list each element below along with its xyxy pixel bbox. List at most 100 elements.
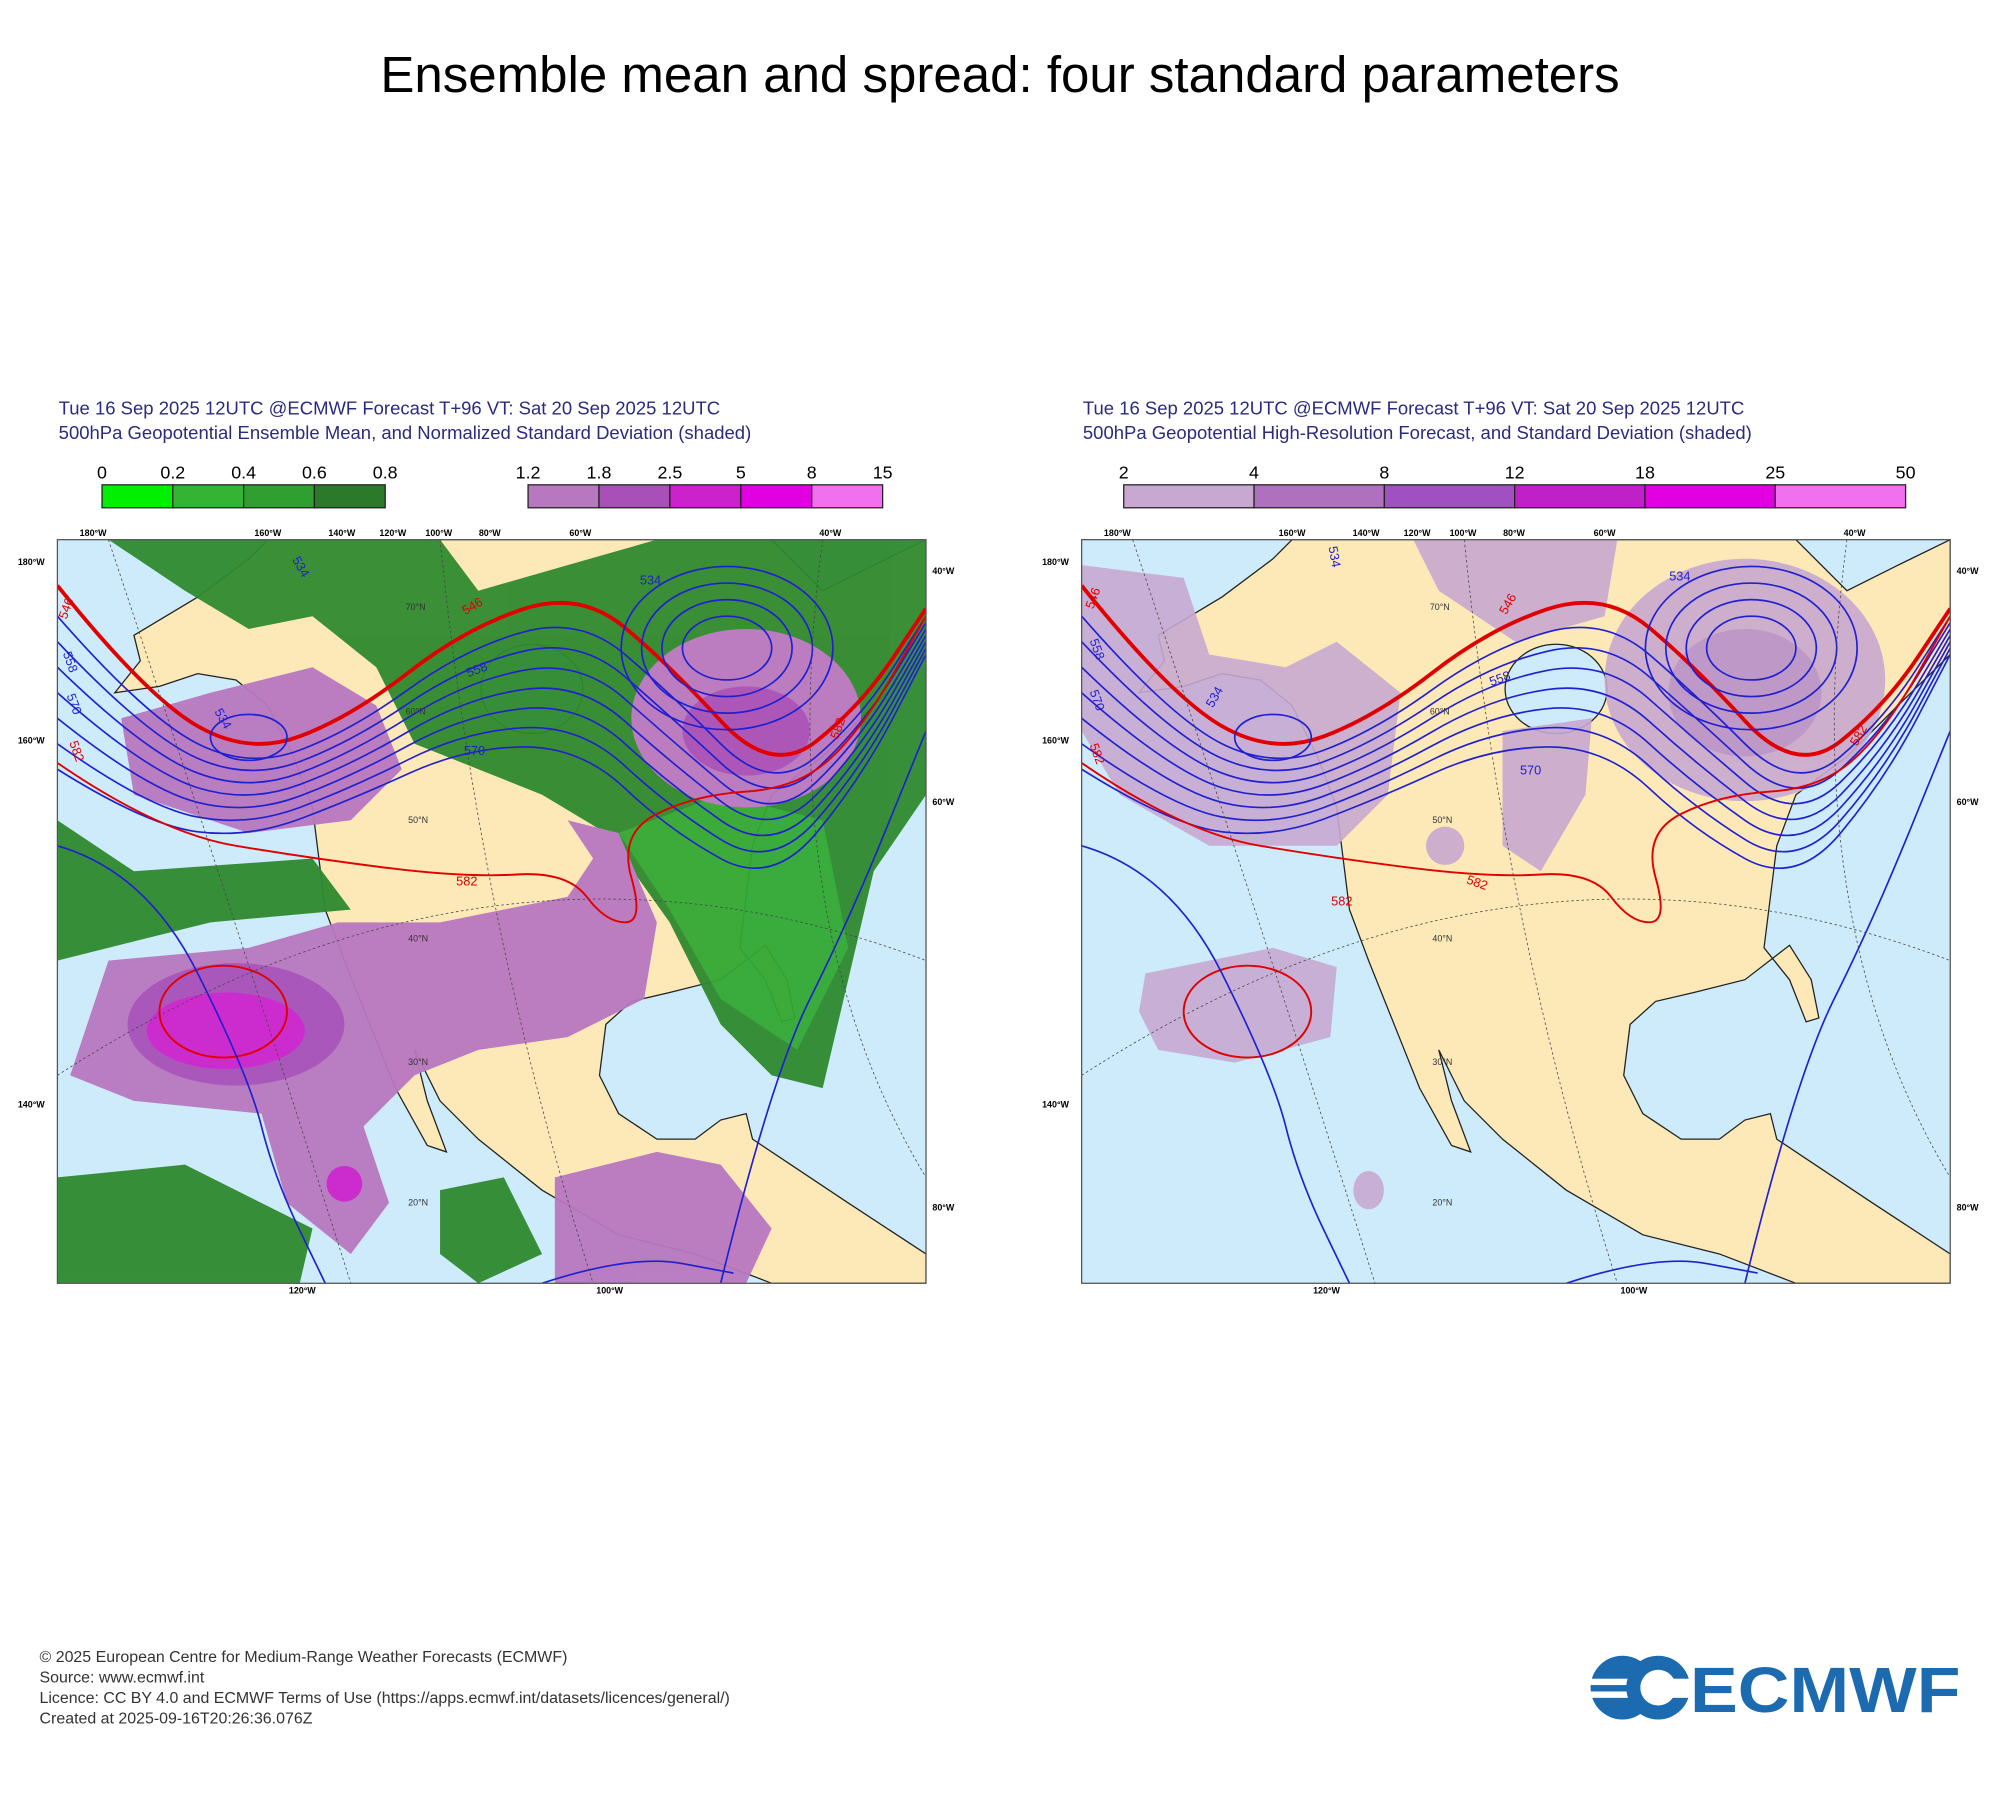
legend-tick-label: 0.6	[302, 462, 327, 482]
contour-label: 570	[1520, 762, 1541, 777]
contour-label: 546	[55, 596, 76, 621]
latitude-label: 60°N	[1430, 706, 1450, 716]
longitude-label: 160°W	[18, 736, 45, 746]
spread-green	[440, 1177, 543, 1284]
latitude-label: 20°N	[1432, 1197, 1452, 1207]
longitude-label: 60°W	[569, 528, 591, 538]
height-contour	[541, 1260, 734, 1284]
height-contour	[57, 654, 927, 869]
legend-tick-label: 4	[1249, 462, 1259, 482]
spread-purple	[1426, 826, 1465, 865]
legend-swatch	[313, 484, 386, 509]
legend-tick-label: 50	[1896, 462, 1916, 482]
spread-purple	[1502, 718, 1592, 872]
contour-label: 546	[1082, 586, 1103, 611]
height-contour-582	[1081, 615, 1951, 924]
contour-label: 570	[64, 691, 85, 716]
logo-stripe	[1590, 1678, 1655, 1686]
height-contour	[661, 598, 793, 698]
footer-line: Created at 2025-09-16T20:26:36.076Z	[40, 1710, 313, 1727]
legend-tick-label: 8	[1379, 462, 1389, 482]
height-contour	[1081, 622, 1951, 790]
height-contour	[57, 615, 927, 774]
legend-tick-label: 5	[736, 462, 746, 482]
legend-swatch	[1123, 484, 1255, 509]
legend-tick-label: 8	[807, 462, 817, 482]
legend-tick-label: 15	[873, 462, 893, 482]
longitude-label: 100°W	[1450, 528, 1477, 538]
legend-swatch	[172, 484, 245, 509]
contours	[57, 539, 927, 1284]
longitude-label: 80°W	[1503, 528, 1525, 538]
footer-line: Licence: CC BY 4.0 and ECMWF Terms of Us…	[40, 1690, 730, 1707]
legend-tick-label: 18	[1635, 462, 1655, 482]
legend-tick-label: 2	[1119, 462, 1129, 482]
logo-text: ECMWF	[1690, 1654, 1960, 1726]
longitude-label: 120°W	[1313, 1285, 1340, 1295]
legend-tick-label: 1.8	[587, 462, 612, 482]
spread-green	[57, 1164, 313, 1284]
shading	[57, 539, 927, 1284]
height-contour	[1705, 615, 1797, 681]
longitude-label: 120°W	[289, 1285, 316, 1295]
longitude-label: 140°W	[1042, 1099, 1069, 1109]
latitude-label: 50°N	[1432, 815, 1452, 825]
height-contour	[57, 622, 927, 790]
latitude-label: 40°N	[408, 933, 428, 943]
latitude-label: 50°N	[408, 815, 428, 825]
spread-purple	[554, 1151, 772, 1284]
footer-line: © 2025 European Centre for Medium-Range …	[40, 1649, 568, 1666]
legend-tick-label: 0.4	[231, 462, 256, 482]
longitude-label: 180°W	[1042, 557, 1069, 567]
contour-label: 558	[60, 649, 81, 674]
legend-swatch	[811, 484, 884, 509]
contour-label: 582	[1331, 894, 1352, 909]
height-contour	[57, 641, 927, 837]
longitude-label: 140°W	[18, 1099, 45, 1109]
height-contour	[57, 844, 327, 1284]
longitude-label: 80°W	[1957, 1203, 1979, 1213]
longitude-label: 160°W	[254, 528, 281, 538]
longitude-label: 180°W	[80, 528, 107, 538]
contour-label: 534	[1326, 545, 1344, 569]
height-contour	[209, 713, 288, 762]
contour-label: 534	[640, 572, 661, 587]
legend-swatch	[598, 484, 671, 509]
page-title: Ensemble mean and spread: four standard …	[380, 46, 1619, 103]
longitude-label: 140°W	[328, 528, 355, 538]
longitude-label: 100°W	[425, 528, 452, 538]
spread-purple	[121, 667, 402, 834]
longitude-label: 80°W	[479, 528, 501, 538]
height-contour-major	[57, 584, 927, 757]
longitude-label: 40°W	[932, 566, 954, 576]
height-contour	[57, 634, 927, 821]
legend-swatch	[1383, 484, 1516, 509]
longitude-label: 100°W	[1621, 1285, 1648, 1295]
contour-label: 534	[1669, 568, 1690, 583]
spread-green	[618, 794, 849, 1050]
longitude-label: 160°W	[1279, 528, 1306, 538]
spread-green	[57, 820, 351, 961]
panel-header: 500hPa Geopotential High-Resolution Fore…	[1083, 422, 1752, 443]
height-contour-582	[57, 615, 927, 924]
latitude-label: 60°N	[406, 706, 426, 716]
logo-stripe	[1658, 1678, 1697, 1698]
longitude-label: 40°W	[819, 528, 841, 538]
legend-swatch	[1514, 484, 1646, 509]
height-contour	[1744, 730, 1951, 1284]
height-contour	[681, 615, 773, 681]
height-contour-582	[158, 964, 288, 1059]
longitude-label: 180°W	[1104, 528, 1131, 538]
legend-swatch	[1774, 484, 1907, 509]
height-contour	[1081, 641, 1951, 837]
legend-tick-label: 0.8	[373, 462, 398, 482]
height-contour	[1081, 647, 1951, 853]
longitude-label: 40°W	[1844, 528, 1866, 538]
longitude-label: 180°W	[18, 557, 45, 567]
map-frame	[1080, 539, 1951, 1284]
legend-tick-label: 12	[1505, 462, 1525, 482]
longitude-label: 60°W	[1594, 528, 1616, 538]
legend-swatch	[1253, 484, 1385, 509]
